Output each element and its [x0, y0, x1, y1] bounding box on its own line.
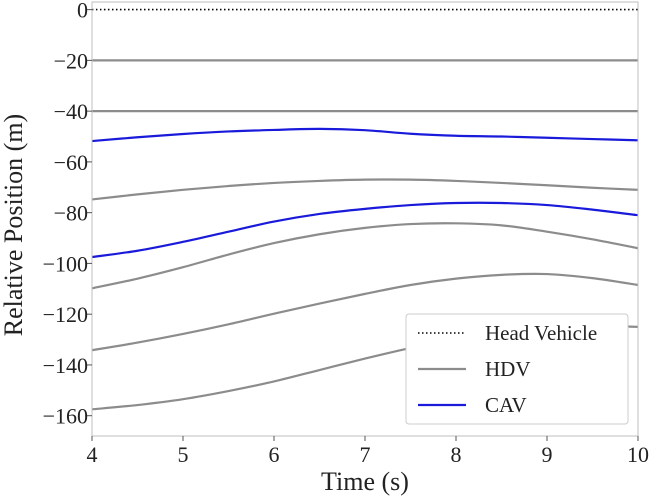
x-axis-label: Time (s) [321, 467, 409, 496]
legend-label-head-vehicle: Head Vehicle [485, 321, 597, 345]
x-tick-label: 8 [451, 442, 462, 467]
y-tick-label: −160 [43, 404, 88, 429]
legend-label-hdv: HDV [485, 357, 531, 381]
legend-label-cav: CAV [485, 393, 527, 417]
y-tick-label: −40 [54, 99, 88, 124]
series-line-hdv-3 [91, 178, 639, 201]
series-line-hdv-4 [91, 222, 639, 290]
x-tick-label: 9 [542, 442, 553, 467]
y-tick-label: −20 [54, 48, 88, 73]
y-tick-label: −80 [54, 201, 88, 226]
series-line-cav-2 [91, 201, 639, 259]
y-tick-label: 0 [77, 0, 88, 23]
y-axis-label: Relative Position (m) [0, 114, 28, 336]
x-tick-label: 7 [360, 442, 371, 467]
series-line-hdv-5 [91, 272, 639, 352]
x-tick-label: 6 [269, 442, 280, 467]
y-tick-label: −140 [43, 353, 88, 378]
x-tick-label: 10 [627, 442, 649, 467]
x-tick-label: 5 [178, 442, 189, 467]
y-tick-label: −120 [43, 302, 88, 327]
plot-area [91, 8, 639, 411]
y-tick-label: −60 [54, 150, 88, 175]
axes: 4 5 6 7 8 9 10 0 −20 −40 −60 −80 −100 −120 −140 −160 [43, 0, 649, 467]
series-line-cav-1 [91, 127, 639, 143]
legend-box [405, 313, 629, 425]
legend: Head Vehicle HDV CAV [405, 313, 629, 425]
x-tick-label: 4 [87, 442, 98, 467]
y-tick-label: −100 [43, 251, 88, 276]
